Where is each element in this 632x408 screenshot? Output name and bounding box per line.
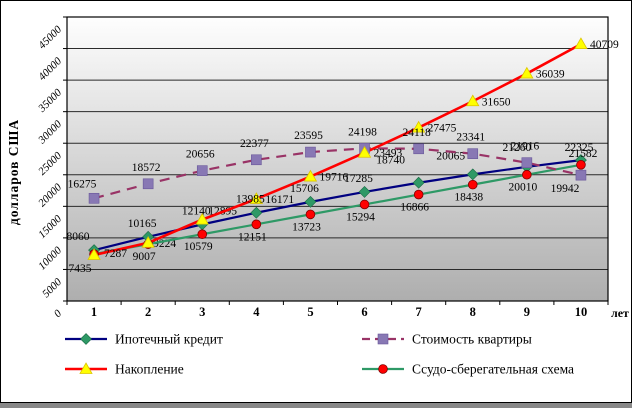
data-label: 19942: [551, 183, 580, 195]
data-label: 19716: [319, 172, 348, 184]
data-label: 23341: [456, 132, 485, 144]
marker-diamond: [358, 185, 371, 198]
series-line-2: [93, 42, 582, 257]
data-label: 27475: [428, 123, 457, 135]
x-tick-label: 9: [524, 305, 530, 319]
data-label: 18740: [376, 155, 405, 167]
marker-triangle: [520, 66, 534, 79]
data-label: 31650: [482, 96, 511, 108]
data-label: 15294: [346, 211, 375, 223]
marker-diamond: [250, 206, 263, 219]
data-label: 16275: [68, 178, 97, 190]
x-tick-label: 4: [253, 305, 260, 319]
data-label: 18438: [454, 192, 483, 204]
data-label: 12140: [182, 205, 211, 217]
marker-triangle: [195, 212, 209, 225]
data-label: 21916: [510, 141, 539, 153]
data-label: 24118: [402, 127, 431, 139]
plot-area: [67, 17, 608, 301]
marker-square: [196, 165, 208, 176]
marker-triangle: [411, 120, 426, 133]
marker-circle: [576, 159, 586, 170]
marker-circle: [522, 169, 532, 180]
data-label: 15706: [290, 183, 319, 195]
marker-circle: [305, 209, 316, 220]
data-label: 20656: [186, 149, 215, 161]
marker-square: [142, 178, 154, 190]
legend-label: Ссудо-сберегательная схема: [412, 362, 574, 377]
x-tick-label: 10: [575, 305, 588, 319]
data-label: 7435: [69, 263, 92, 275]
marker-square: [305, 146, 316, 158]
series-line-3: [93, 163, 582, 256]
marker-diamond: [80, 333, 92, 345]
data-label: 22325: [565, 142, 594, 154]
series-line-1: [93, 147, 582, 200]
x-tick-label: 1: [91, 305, 97, 319]
marker-triangle: [357, 145, 372, 158]
x-tick-label: 7: [416, 305, 422, 319]
marker-circle: [413, 189, 424, 200]
marker-circle: [251, 219, 262, 230]
marker-triangle: [574, 37, 588, 49]
marker-square: [413, 143, 424, 155]
marker-square: [521, 157, 533, 168]
data-label: 21582: [569, 148, 598, 160]
marker-circle: [359, 199, 370, 210]
data-label: 23595: [294, 130, 323, 142]
data-label: 18572: [132, 162, 161, 174]
data-label: 12151: [238, 231, 267, 243]
data-label: 20010: [508, 182, 537, 194]
data-label: 23493: [374, 148, 403, 160]
legend-label: Накопление: [115, 362, 184, 377]
data-label: 22377: [240, 138, 269, 150]
marker-triangle: [303, 169, 318, 182]
x-tick-label: 6: [361, 305, 367, 319]
marker-circle: [197, 229, 208, 240]
data-label: 20065: [436, 150, 465, 162]
marker-triangle: [79, 362, 93, 374]
marker-square: [467, 148, 479, 159]
data-label: 24198: [348, 126, 377, 138]
legend-label: Ипотечный кредит: [115, 332, 223, 347]
x-axis-unit-label: лет: [611, 306, 629, 320]
marker-square: [251, 154, 262, 166]
data-label: 9007: [133, 251, 156, 263]
data-label: 36039: [536, 69, 565, 81]
data-label: 10579: [184, 241, 213, 253]
marker-square: [377, 333, 389, 345]
x-tick-label: 5: [307, 305, 313, 319]
x-tick-label: 2: [145, 305, 151, 319]
marker-circle: [467, 179, 478, 190]
data-label: 40709: [590, 39, 619, 51]
data-label: 16866: [400, 202, 429, 214]
data-label: 13723: [292, 221, 321, 233]
x-tick-label: 3: [199, 305, 205, 319]
marker-triangle: [466, 94, 480, 107]
y-axis-title: долларов США: [6, 119, 21, 225]
data-label: 21260: [502, 142, 531, 154]
marker-circle: [378, 364, 388, 374]
data-label: 10165: [128, 218, 157, 230]
marker-triangle: [141, 235, 155, 248]
data-label: 8060: [67, 231, 90, 243]
marker-diamond: [412, 176, 425, 189]
legend-label: Стоимость квартиры: [412, 332, 532, 347]
marker-triangle: [87, 248, 101, 260]
marker-diamond: [304, 195, 317, 208]
data-label: 7287: [104, 248, 127, 260]
marker-square: [575, 169, 587, 181]
data-label: 16171: [265, 194, 294, 206]
marker-square: [88, 192, 100, 204]
marker-triangle: [249, 192, 264, 204]
data-label: 13985: [236, 194, 265, 206]
x-tick-label: 8: [470, 305, 476, 319]
data-label: 17285: [344, 173, 373, 185]
